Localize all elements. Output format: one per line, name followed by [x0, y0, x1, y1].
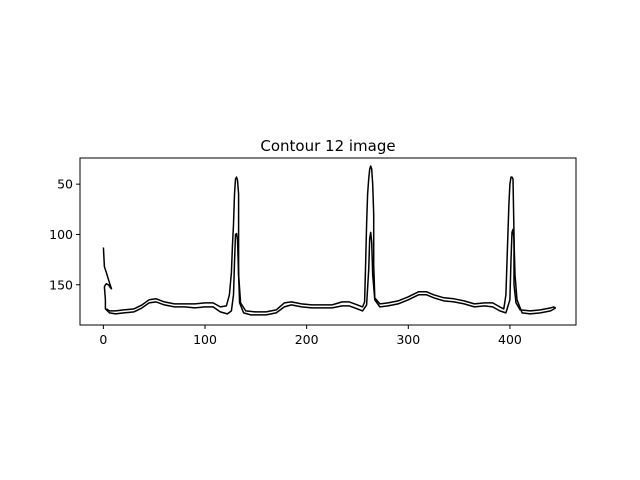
x-tick-label: 0	[99, 332, 107, 347]
contour-line-1	[102, 228, 557, 316]
y-tick-label: 100	[49, 227, 73, 242]
contour-line-2	[105, 165, 557, 313]
y-tick-label: 50	[57, 177, 73, 192]
x-tick-label: 300	[396, 332, 420, 347]
plot-lines	[102, 165, 557, 316]
chart-title: Contour 12 image	[260, 137, 395, 155]
x-axis: 0 100 200 300 400	[99, 325, 522, 347]
y-tick-label: 150	[49, 277, 73, 292]
x-tick-label: 100	[193, 332, 217, 347]
x-tick-label: 200	[295, 332, 319, 347]
x-tick-label: 400	[498, 332, 522, 347]
axes-frame	[79, 157, 577, 326]
y-axis: 50 100 150	[49, 177, 80, 292]
